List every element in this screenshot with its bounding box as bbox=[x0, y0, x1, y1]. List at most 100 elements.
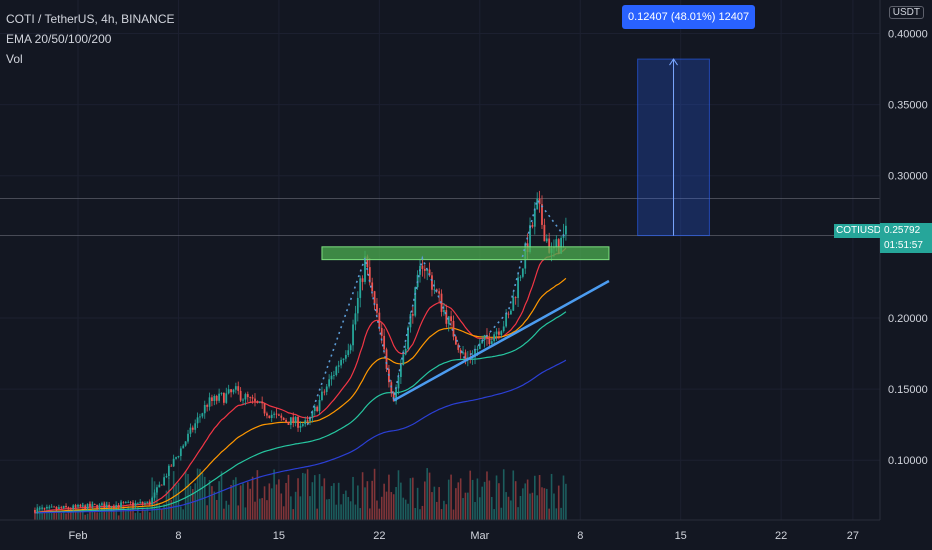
volume-bar bbox=[553, 493, 555, 520]
candle-body bbox=[505, 313, 508, 327]
candle-body bbox=[289, 417, 292, 425]
measure-label: 0.12407 (48.01%) 12407 bbox=[622, 5, 756, 29]
volume-bar bbox=[170, 500, 173, 520]
time-tick-label: 8 bbox=[577, 530, 583, 542]
volume-bar bbox=[313, 475, 316, 520]
candle-body bbox=[328, 379, 331, 387]
ema-100-line bbox=[34, 311, 567, 514]
candle-body bbox=[481, 340, 484, 344]
volume-bar bbox=[378, 508, 381, 520]
candle-body bbox=[98, 504, 101, 509]
volume-bar bbox=[211, 486, 213, 520]
candle-body bbox=[368, 267, 371, 283]
time-tick-label: 15 bbox=[675, 530, 687, 542]
candle-body bbox=[335, 366, 338, 376]
candle-body bbox=[545, 238, 548, 242]
volume-bar bbox=[476, 478, 479, 520]
candle-body bbox=[337, 365, 340, 367]
candle-body bbox=[517, 277, 519, 298]
ema-legend[interactable]: EMA 20/50/100/200 bbox=[6, 32, 112, 46]
candle-body bbox=[189, 427, 192, 434]
candle-body bbox=[318, 400, 321, 412]
volume-bar bbox=[79, 509, 82, 520]
volume-bar bbox=[127, 506, 130, 520]
volume-bar bbox=[48, 506, 51, 520]
candle-body bbox=[182, 445, 185, 449]
currency-unit-badge[interactable]: USDT bbox=[888, 6, 924, 19]
volume-bar bbox=[134, 512, 137, 520]
volume-bar bbox=[342, 493, 345, 520]
volume-bar bbox=[510, 500, 512, 520]
time-axis[interactable]: Feb 8 15 22 Mar 8 15 22 27 bbox=[0, 519, 880, 542]
candle-body bbox=[156, 487, 158, 493]
volume-bar bbox=[423, 481, 426, 520]
volume-bar bbox=[294, 491, 297, 520]
bar-countdown: 01:51:57 bbox=[884, 240, 923, 251]
volume-bar bbox=[328, 499, 330, 520]
volume-bar bbox=[364, 487, 366, 520]
volume-bar bbox=[290, 496, 292, 520]
volume-bar bbox=[311, 482, 314, 520]
volume-bar bbox=[431, 492, 433, 520]
volume-bar bbox=[392, 494, 395, 520]
candle-body bbox=[536, 198, 539, 210]
candle-body bbox=[41, 507, 44, 509]
candle-body bbox=[249, 397, 252, 398]
candle-body bbox=[354, 313, 357, 325]
candle-body bbox=[521, 268, 524, 277]
candle-body bbox=[108, 504, 110, 508]
volume-bar bbox=[459, 478, 462, 520]
volume-bar bbox=[282, 506, 285, 520]
volume-bar bbox=[474, 502, 476, 520]
price-axis[interactable]: 0.10000 0.15000 0.20000 0.30000 0.35000 0.400… bbox=[879, 0, 928, 520]
volume-bar bbox=[498, 483, 500, 520]
volume-bar bbox=[325, 499, 328, 520]
candle-body bbox=[541, 204, 543, 225]
candle-body bbox=[555, 239, 558, 248]
candle-body bbox=[93, 504, 96, 506]
volume-bar bbox=[462, 498, 464, 520]
measure-arrow-head bbox=[669, 58, 678, 66]
volume-bar bbox=[309, 496, 311, 520]
volume-bar bbox=[247, 482, 249, 520]
candle-body bbox=[407, 327, 409, 349]
volume-bar bbox=[62, 510, 65, 520]
candle-body bbox=[450, 316, 452, 322]
candle-body bbox=[438, 291, 441, 294]
volume-bar bbox=[227, 504, 230, 520]
volume-bar bbox=[239, 485, 242, 520]
volume-bar bbox=[357, 485, 359, 520]
volume-bar bbox=[113, 504, 115, 520]
volume-bar bbox=[426, 468, 428, 520]
volume-bar bbox=[67, 509, 70, 520]
volume-bar bbox=[206, 505, 208, 520]
candle-body bbox=[222, 392, 225, 403]
symbol-title[interactable]: COTI / TetherUS, 4h, BINANCE bbox=[6, 12, 175, 26]
volume-bar bbox=[93, 512, 96, 520]
volume-bar bbox=[302, 472, 304, 520]
volume-bar bbox=[335, 504, 338, 520]
candle-body bbox=[321, 391, 323, 401]
candle-body bbox=[385, 349, 388, 369]
candle-body bbox=[285, 419, 287, 422]
volume-bar bbox=[412, 477, 414, 520]
candle-body bbox=[309, 417, 311, 422]
volume-legend[interactable]: Vol bbox=[6, 52, 23, 66]
volume-bar bbox=[469, 470, 472, 520]
volume-bar bbox=[507, 496, 510, 520]
time-tick-label: 27 bbox=[847, 530, 859, 542]
volume-bar bbox=[395, 486, 397, 520]
drawings[interactable] bbox=[306, 58, 710, 425]
candle-body bbox=[423, 268, 426, 271]
volume-bar bbox=[481, 486, 483, 520]
candle-body bbox=[560, 237, 563, 254]
volume-bar bbox=[46, 507, 48, 520]
volume-bar bbox=[512, 470, 515, 520]
candle-body bbox=[144, 502, 146, 504]
candle-body bbox=[57, 507, 60, 510]
volume-bar bbox=[192, 489, 194, 520]
candle-body bbox=[392, 392, 395, 402]
candle-body bbox=[79, 504, 82, 507]
pattern-dotted-path bbox=[306, 198, 567, 425]
